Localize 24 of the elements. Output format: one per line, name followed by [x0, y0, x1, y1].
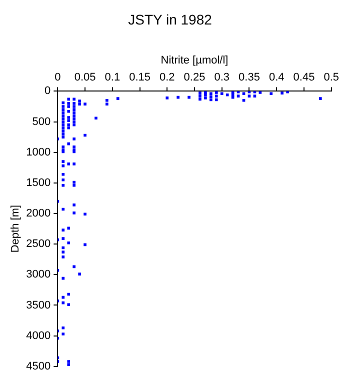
y-tick-label: 500 [32, 116, 51, 128]
x-tick-label: 0.35 [238, 72, 260, 84]
x-tick-label: 0 [54, 72, 61, 84]
x-tick-label: 0.05 [74, 72, 96, 84]
x-tick-label: 0.15 [129, 72, 150, 84]
x-axis-title: Nitrite [µmol/l] [160, 54, 228, 66]
y-tick-label: 3500 [26, 299, 51, 312]
x-tick-label: 0.1 [104, 72, 120, 84]
x-tick-label: 0.2 [159, 72, 175, 84]
x-tick-label: 0.3 [214, 72, 230, 84]
x-tick-label: 0.5 [324, 72, 340, 84]
y-tick-label: 0 [44, 85, 51, 98]
y-tick-label: 3000 [26, 268, 51, 281]
y-tick-label: 1000 [26, 146, 51, 158]
y-tick-label: 2500 [26, 238, 51, 250]
x-tick-label: 0.45 [293, 72, 315, 84]
y-axis-title: Depth [m] [10, 204, 22, 253]
y-tick-label: 2000 [26, 208, 51, 220]
y-tick-label: 4500 [26, 360, 51, 372]
y-tick-label: 1500 [26, 176, 51, 189]
y-tick-label: 4000 [26, 330, 51, 342]
chart-title: JSTY in 1982 [128, 11, 212, 28]
x-tick-label: 0.4 [268, 72, 284, 84]
x-tick-label: 0.25 [184, 72, 206, 84]
